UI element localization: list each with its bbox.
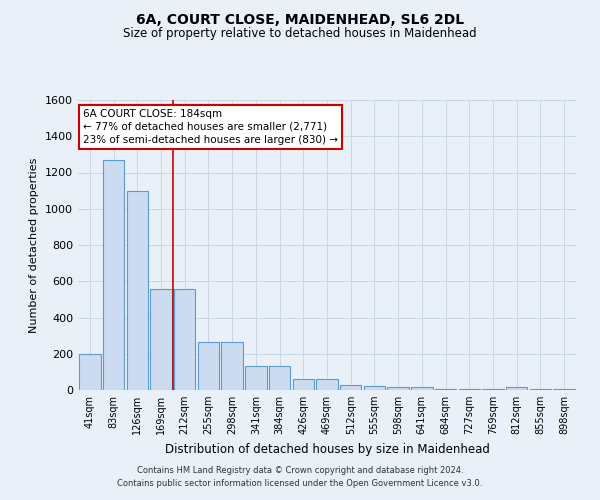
Bar	[388, 388, 409, 390]
Bar	[364, 386, 385, 390]
Bar	[103, 160, 124, 390]
Text: 6A, COURT CLOSE, MAIDENHEAD, SL6 2DL: 6A, COURT CLOSE, MAIDENHEAD, SL6 2DL	[136, 12, 464, 26]
Bar	[316, 379, 338, 390]
Bar	[151, 288, 172, 390]
Bar	[79, 354, 101, 390]
Bar	[506, 388, 527, 390]
Bar	[435, 389, 456, 390]
Y-axis label: Number of detached properties: Number of detached properties	[29, 158, 40, 332]
Bar	[482, 389, 503, 390]
Bar	[221, 342, 243, 390]
Bar	[174, 288, 196, 390]
Bar	[340, 384, 361, 390]
Bar	[198, 342, 219, 390]
Text: Contains HM Land Registry data © Crown copyright and database right 2024.
Contai: Contains HM Land Registry data © Crown c…	[118, 466, 482, 487]
Bar	[127, 190, 148, 390]
Bar	[269, 366, 290, 390]
Bar	[293, 379, 314, 390]
Bar	[411, 388, 433, 390]
Bar	[553, 389, 575, 390]
Bar	[245, 366, 266, 390]
X-axis label: Distribution of detached houses by size in Maidenhead: Distribution of detached houses by size …	[164, 442, 490, 456]
Bar	[530, 389, 551, 390]
Text: 6A COURT CLOSE: 184sqm
← 77% of detached houses are smaller (2,771)
23% of semi-: 6A COURT CLOSE: 184sqm ← 77% of detached…	[83, 108, 338, 145]
Text: Size of property relative to detached houses in Maidenhead: Size of property relative to detached ho…	[123, 28, 477, 40]
Bar	[458, 389, 480, 390]
